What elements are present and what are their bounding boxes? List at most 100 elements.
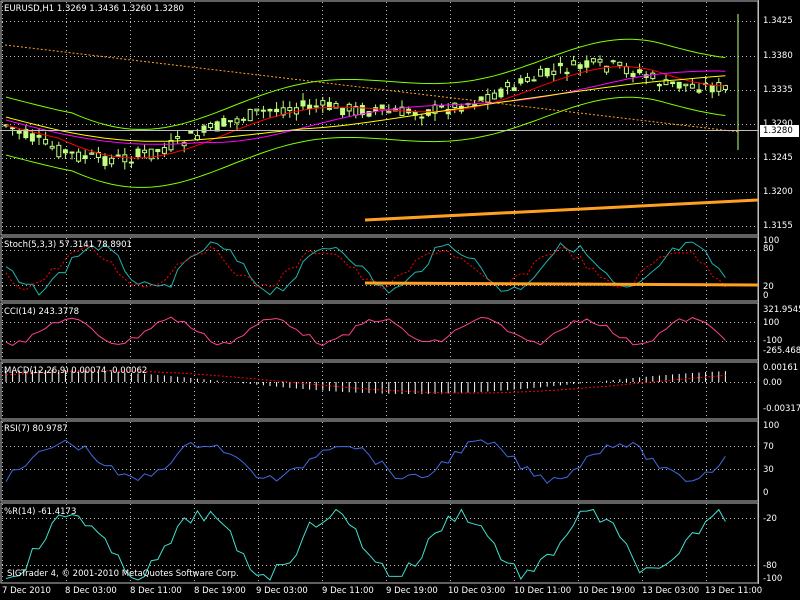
candle-body	[23, 128, 29, 139]
macd-tick: -0.00317	[763, 404, 800, 414]
candle-body	[221, 118, 227, 127]
candle-body	[386, 110, 392, 114]
candle-body	[577, 64, 583, 69]
candle-body	[511, 87, 517, 92]
candle-body	[102, 156, 108, 166]
candle-body	[267, 108, 273, 112]
candle-body	[359, 104, 365, 116]
candle-body	[247, 108, 253, 122]
wpr-header: %R(14) -61.4173	[4, 507, 77, 517]
copyright-text: SIGTrader 4, © 2001-2010 MetaQuotes Soft…	[7, 569, 239, 579]
candle-body	[544, 68, 550, 77]
candle-body	[188, 130, 194, 134]
candle-body	[709, 84, 715, 93]
candle-body	[498, 88, 504, 98]
rsi-tick: 0	[763, 488, 769, 498]
candle-body	[56, 144, 62, 158]
time-tick: 9 Dec 11:00	[322, 586, 374, 596]
candle-body	[320, 100, 326, 106]
candle-body	[340, 107, 346, 116]
candle-body	[201, 125, 207, 133]
candle-body	[109, 157, 115, 165]
stoch-trendline	[364, 281, 759, 287]
time-tick: 13 Dec 11:00	[705, 586, 763, 596]
price-tick: 1.3290	[763, 119, 793, 129]
moving-average-yellow	[5, 75, 726, 142]
support-trendline	[364, 198, 759, 222]
candle-body	[716, 82, 722, 92]
cci-tick: 100	[763, 318, 780, 328]
macd-signal-line	[5, 370, 726, 394]
candle-body	[260, 109, 266, 112]
stoch-tick: 80	[763, 244, 774, 254]
moving-average-red	[5, 66, 726, 159]
candle-body	[623, 66, 629, 75]
wpr-tick: -20	[763, 514, 777, 524]
bollinger-lower	[5, 96, 726, 188]
wpr-tick: -100	[763, 574, 783, 584]
pane-border	[0, 302, 759, 361]
candle-body	[590, 58, 596, 63]
stoch-main-line	[5, 241, 726, 296]
candle-body	[478, 96, 484, 101]
candle-body	[630, 72, 636, 78]
price-tick: 1.3425	[763, 16, 793, 26]
time-tick: 9 Dec 03:00	[256, 586, 308, 596]
cci-tick: -265.468	[763, 346, 800, 356]
candle-body	[168, 139, 174, 151]
candle-body	[287, 107, 293, 111]
candle-body	[49, 145, 55, 149]
price-tick: 1.3380	[763, 51, 793, 61]
candle-body	[155, 149, 161, 153]
rsi-line	[5, 439, 726, 484]
price-tick: 1.3335	[763, 85, 793, 95]
candle-body	[689, 83, 695, 89]
candle-body	[452, 102, 458, 109]
wpr-line	[5, 508, 726, 581]
candle-body	[584, 60, 590, 68]
candle-body	[234, 118, 240, 124]
candle-body	[551, 70, 557, 76]
pane-border	[0, 420, 759, 502]
candle-body	[326, 101, 332, 110]
cci-header: CCI(14) 243.3778	[4, 307, 80, 317]
candle-body	[505, 81, 511, 88]
stoch-tick: 20	[763, 282, 774, 292]
trend-line	[4, 44, 741, 133]
current-price-label: 1.3280	[760, 125, 799, 137]
candle-body	[419, 116, 425, 119]
candle-body	[650, 72, 656, 80]
candle-body	[254, 108, 260, 112]
candle-body	[683, 83, 689, 87]
candle-body	[663, 79, 669, 86]
stoch-tick: 100	[763, 236, 780, 246]
stoch-tick: 0	[763, 291, 769, 301]
main-chart-header: EURUSD,H1 1.3269 1.3436 1.3260 1.3280	[4, 4, 184, 14]
candle-body	[142, 149, 148, 154]
time-tick: 7 Dec 2010	[2, 586, 51, 596]
candle-body	[115, 154, 121, 157]
candle-body	[472, 103, 478, 106]
candle-body	[524, 76, 530, 82]
price-tick: 1.3245	[763, 153, 793, 163]
time-tick: 9 Dec 19:00	[386, 586, 438, 596]
candle-body	[280, 107, 286, 116]
candle-body	[637, 69, 643, 74]
candle-body	[676, 81, 682, 89]
candle-body	[29, 133, 35, 142]
candle-body	[227, 120, 233, 123]
candle-body	[95, 151, 101, 159]
time-tick: 10 Dec 19:00	[578, 586, 636, 596]
candle-body	[214, 121, 220, 132]
candle-body	[148, 148, 154, 160]
candle-body	[656, 84, 662, 87]
bollinger-upper	[5, 38, 726, 130]
time-tick: 8 Dec 11:00	[130, 586, 182, 596]
candle-body	[208, 122, 214, 129]
moving-average-magenta	[5, 70, 726, 145]
cci-tick: -100	[763, 336, 783, 346]
candle-body	[274, 108, 280, 113]
candle-body	[564, 71, 570, 75]
candle-body	[531, 79, 537, 82]
